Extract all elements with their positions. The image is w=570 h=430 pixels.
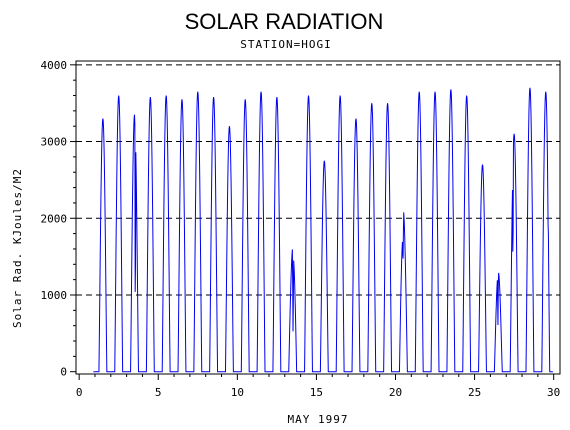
x-tick-label: 30 <box>547 386 560 399</box>
x-tick-label: 20 <box>389 386 402 399</box>
y-tick-label: 3000 <box>41 136 68 149</box>
y-tick-label: 2000 <box>41 212 68 225</box>
x-tick-label: 5 <box>155 386 162 399</box>
x-tick-label: 0 <box>76 386 83 399</box>
x-tick-label: 15 <box>310 386 323 399</box>
axis-layer: 0 1000 2000 3000 4000 0 5 10 15 20 25 30 <box>41 59 561 399</box>
y-tick-label: 0 <box>60 366 67 379</box>
chart-subtitle: STATION=HOGI <box>240 38 331 51</box>
x-tick-label: 10 <box>231 386 244 399</box>
y-tick-label: 4000 <box>41 59 68 72</box>
x-tick-label: 25 <box>468 386 481 399</box>
y-tick-label: 1000 <box>41 289 68 302</box>
plot-frame <box>75 60 561 375</box>
y-axis-label: Solar Rad. KJoules/M2 <box>11 168 24 328</box>
series-layer <box>93 87 553 373</box>
solar-radiation-line <box>93 87 553 373</box>
x-axis-label: MAY 1997 <box>288 413 349 426</box>
chart-title: SOLAR RADIATION <box>185 9 384 34</box>
